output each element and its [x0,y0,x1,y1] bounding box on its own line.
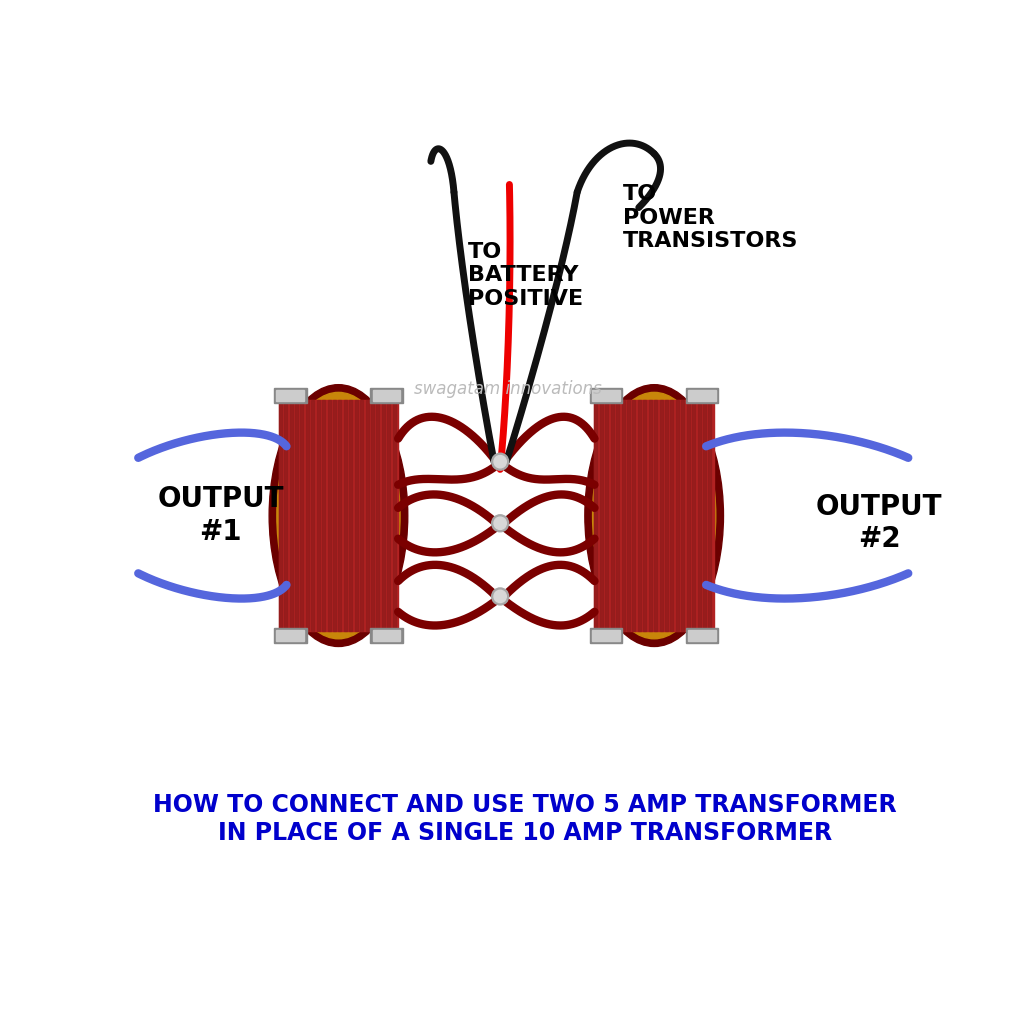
Text: HOW TO CONNECT AND USE TWO 5 AMP TRANSFORMER
IN PLACE OF A SINGLE 10 AMP TRANSFO: HOW TO CONNECT AND USE TWO 5 AMP TRANSFO… [153,793,897,845]
Bar [595,400,714,631]
Bar [686,628,719,643]
Bar [360,400,364,631]
Text: OUTPUT
#2: OUTPUT #2 [816,494,942,554]
Bar [377,400,380,631]
Bar [610,400,613,631]
Bar [387,400,390,631]
Ellipse shape [585,385,724,646]
Bar [354,400,357,631]
Circle shape [492,515,509,531]
Ellipse shape [276,392,400,639]
Bar [382,400,385,631]
Bar [274,388,306,403]
Bar [590,628,623,643]
Bar [333,400,336,631]
Bar [371,628,402,643]
Text: swagatam innovations: swagatam innovations [414,380,602,397]
Circle shape [494,517,506,529]
Bar [295,400,298,631]
Bar [344,400,347,631]
Bar [688,390,716,400]
Bar [676,400,679,631]
Bar [285,400,287,631]
Bar [592,631,620,641]
Bar [290,400,293,631]
Bar [276,390,304,400]
Circle shape [494,590,506,602]
Bar [686,388,719,403]
Bar [311,400,314,631]
Bar [371,400,374,631]
Circle shape [494,456,506,468]
Bar [659,400,663,631]
Bar [697,400,700,631]
Bar [627,400,630,631]
Bar [638,400,641,631]
Bar [306,400,309,631]
Bar [649,400,651,631]
Text: TO
POWER
TRANSISTORS: TO POWER TRANSISTORS [624,184,799,251]
Bar [279,400,282,631]
Bar [592,390,620,400]
Bar [316,400,319,631]
Bar [279,400,398,631]
Bar [688,631,716,641]
Bar [373,631,400,641]
Bar [687,400,690,631]
Text: OUTPUT
#1: OUTPUT #1 [158,485,284,546]
Bar [654,400,657,631]
Bar [371,388,402,403]
Bar [703,400,706,631]
Bar [276,631,304,641]
Bar [600,400,603,631]
Ellipse shape [286,401,391,630]
Bar [300,400,303,631]
Bar [339,400,341,631]
Circle shape [492,454,509,470]
Ellipse shape [593,392,716,639]
Bar [349,400,352,631]
Bar [622,400,625,631]
Bar [393,400,395,631]
Ellipse shape [269,385,408,646]
Bar [323,400,326,631]
Bar [373,390,400,400]
Circle shape [492,588,509,605]
Bar [692,400,695,631]
Text: TO
BATTERY
POSITIVE: TO BATTERY POSITIVE [468,243,583,308]
Bar [709,400,712,631]
Bar [671,400,674,631]
Bar [595,400,597,631]
Bar [643,400,646,631]
Ellipse shape [602,401,707,630]
Bar [633,400,636,631]
Bar [590,388,623,403]
Bar [605,400,608,631]
Bar [366,400,369,631]
Bar [616,400,620,631]
Bar [328,400,331,631]
Bar [274,628,306,643]
Bar [665,400,668,631]
Bar [681,400,684,631]
